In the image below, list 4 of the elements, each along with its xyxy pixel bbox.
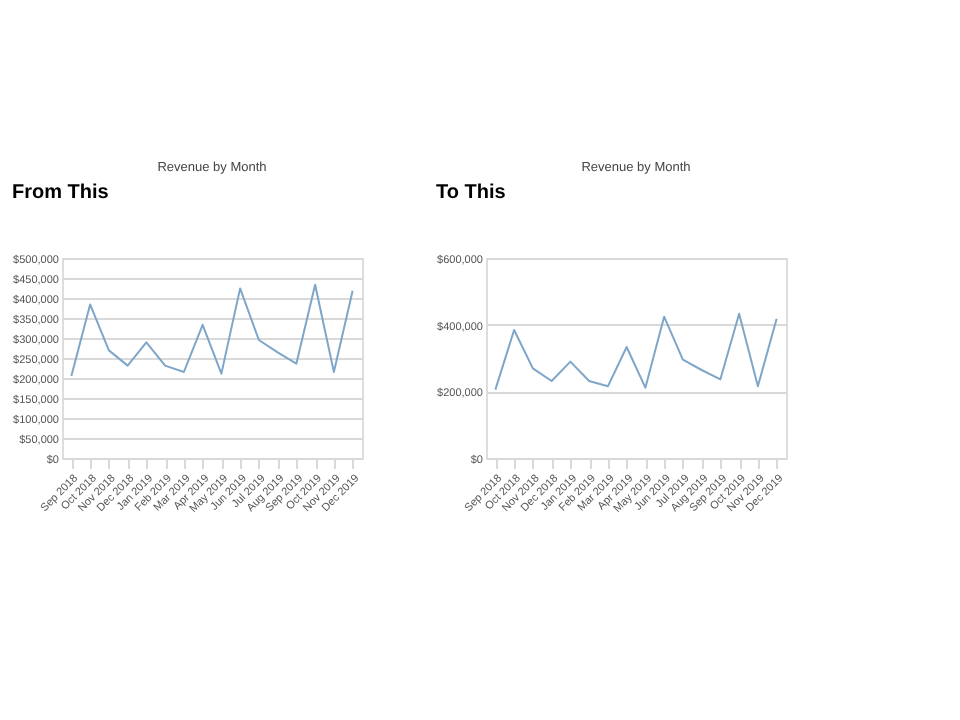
line-series (70, 283, 354, 377)
text: From This (12, 182, 110, 204)
text: To This (436, 182, 507, 204)
line-series (494, 312, 778, 391)
